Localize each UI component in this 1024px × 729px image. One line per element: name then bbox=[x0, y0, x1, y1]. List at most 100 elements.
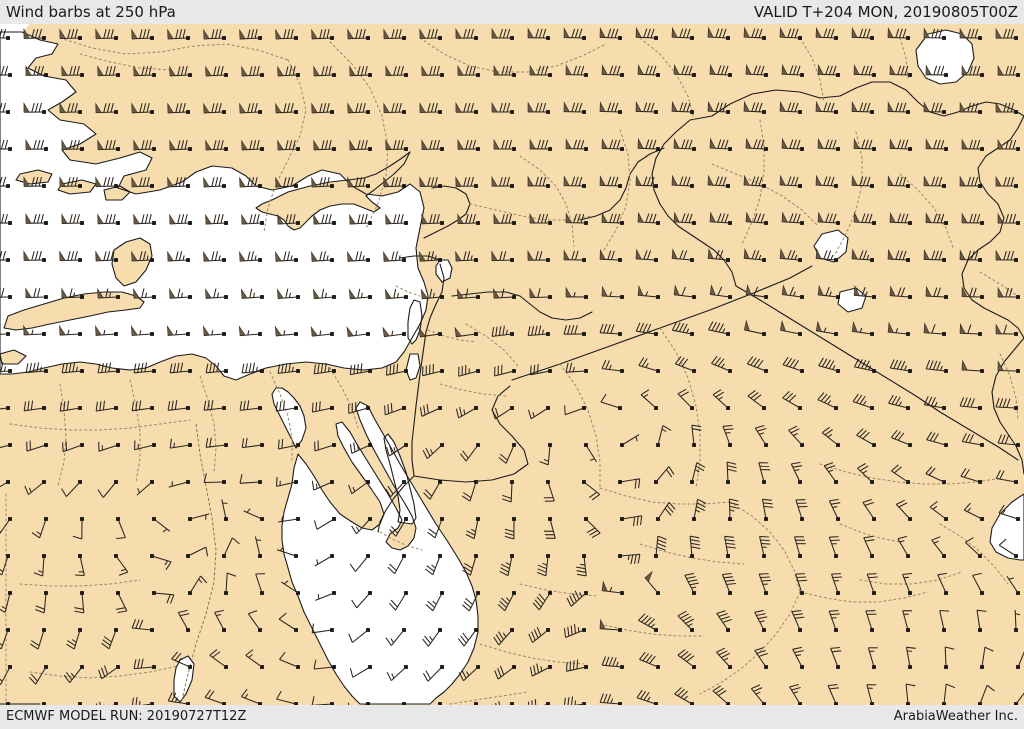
station-point bbox=[474, 702, 478, 705]
wind-barb bbox=[133, 213, 156, 225]
barb-pennant-50kt bbox=[95, 325, 102, 336]
barb-shaft bbox=[60, 407, 81, 412]
barb-full-10kt bbox=[499, 453, 508, 461]
lake-van-coast bbox=[915, 29, 975, 85]
barb-shaft bbox=[902, 610, 909, 631]
barb-full-10kt bbox=[715, 176, 720, 186]
barb-full-10kt bbox=[688, 65, 693, 75]
barb-full-10kt bbox=[498, 456, 507, 464]
barb-full-10kt bbox=[959, 397, 965, 407]
wind-barb bbox=[563, 624, 586, 638]
barb-full-10kt bbox=[313, 520, 318, 530]
barb-full-10kt bbox=[319, 251, 323, 261]
wind-barb bbox=[382, 326, 406, 338]
barb-full-10kt bbox=[826, 250, 832, 260]
barb-shaft bbox=[600, 401, 621, 409]
barb-shaft bbox=[636, 330, 657, 335]
wind-barb bbox=[239, 250, 262, 262]
wind-barb bbox=[998, 538, 1018, 558]
barb-shaft bbox=[278, 618, 297, 631]
wind-barb bbox=[0, 443, 12, 449]
barb-shaft bbox=[276, 549, 297, 557]
barb-pennant-50kt bbox=[779, 174, 786, 186]
barb-shaft bbox=[312, 407, 333, 413]
wind-barb bbox=[241, 139, 264, 151]
barb-shaft bbox=[747, 363, 767, 372]
barb-full-10kt bbox=[864, 502, 874, 506]
barb-full-10kt bbox=[862, 431, 870, 440]
barb-full-10kt bbox=[117, 610, 127, 614]
barb-shaft bbox=[245, 654, 263, 668]
wind-barb bbox=[493, 64, 516, 77]
barb-full-10kt bbox=[508, 139, 513, 150]
barb-full-10kt bbox=[715, 322, 721, 332]
barb-full-10kt bbox=[106, 177, 111, 187]
barb-pennant-50kt bbox=[961, 212, 968, 224]
barb-half-5kt bbox=[72, 292, 76, 298]
barb-full-10kt bbox=[495, 634, 502, 643]
barb-full-10kt bbox=[756, 139, 761, 149]
wind-barb bbox=[42, 702, 46, 705]
barb-full-10kt bbox=[750, 392, 759, 399]
barb-full-10kt bbox=[635, 322, 641, 332]
barb-pennant-50kt bbox=[781, 284, 788, 296]
barb-full-10kt bbox=[29, 362, 33, 373]
barb-full-10kt bbox=[1003, 28, 1007, 39]
barb-pennant-50kt bbox=[419, 28, 426, 39]
barb-full-10kt bbox=[529, 666, 533, 677]
barb-full-10kt bbox=[31, 28, 35, 39]
barb-full-10kt bbox=[36, 213, 41, 224]
barb-full-10kt bbox=[250, 251, 255, 261]
border-israel-egypt bbox=[377, 475, 415, 533]
wind-barb bbox=[425, 591, 444, 612]
barb-full-10kt bbox=[468, 139, 473, 150]
barb-full-10kt bbox=[470, 28, 475, 39]
barb-full-10kt bbox=[531, 325, 535, 336]
wind-barb bbox=[529, 364, 552, 376]
barb-shaft bbox=[788, 429, 803, 446]
wind-barb bbox=[61, 213, 84, 225]
barb-full-10kt bbox=[724, 65, 729, 75]
wind-barb bbox=[815, 174, 838, 188]
barb-pennant-50kt bbox=[851, 26, 858, 38]
barb-full-10kt bbox=[218, 28, 222, 39]
wind-barb bbox=[758, 462, 771, 484]
barb-full-10kt bbox=[682, 102, 687, 112]
barb-pennant-50kt bbox=[456, 288, 464, 299]
barb-pennant-50kt bbox=[238, 325, 246, 336]
barb-pennant-50kt bbox=[527, 27, 534, 39]
barb-pennant-50kt bbox=[25, 65, 32, 76]
barb-full-10kt bbox=[756, 65, 761, 75]
barb-shaft bbox=[507, 555, 513, 576]
barb-half-5kt bbox=[635, 436, 638, 442]
barb-pennant-50kt bbox=[815, 320, 822, 332]
barb-shaft bbox=[469, 481, 477, 502]
barb-pennant-50kt bbox=[169, 65, 176, 77]
barb-shaft bbox=[153, 592, 174, 596]
wind-barb bbox=[527, 101, 550, 114]
wind-barb bbox=[791, 609, 805, 632]
barb-full-10kt bbox=[609, 65, 614, 75]
barb-full-10kt bbox=[614, 102, 619, 113]
barb-full-10kt bbox=[938, 250, 943, 260]
barb-full-10kt bbox=[213, 288, 217, 298]
barb-full-10kt bbox=[643, 28, 648, 38]
wind-barb bbox=[599, 248, 622, 262]
barb-full-10kt bbox=[830, 502, 841, 505]
barb-pennant-50kt bbox=[815, 174, 822, 186]
map-canvas[interactable] bbox=[0, 24, 1024, 705]
wind-barb bbox=[529, 287, 552, 299]
barb-full-10kt bbox=[795, 573, 805, 575]
barb-full-10kt bbox=[364, 139, 368, 150]
wind-barb bbox=[923, 322, 946, 336]
wind-barb bbox=[781, 211, 804, 225]
wind-barb bbox=[277, 213, 300, 225]
barb-half-5kt bbox=[505, 562, 511, 566]
barb-full-10kt bbox=[466, 28, 471, 39]
barb-full-10kt bbox=[566, 597, 572, 607]
barb-full-10kt bbox=[394, 251, 399, 261]
wind-barb bbox=[754, 609, 768, 632]
wind-barb bbox=[532, 591, 552, 611]
barb-full-10kt bbox=[434, 102, 438, 113]
